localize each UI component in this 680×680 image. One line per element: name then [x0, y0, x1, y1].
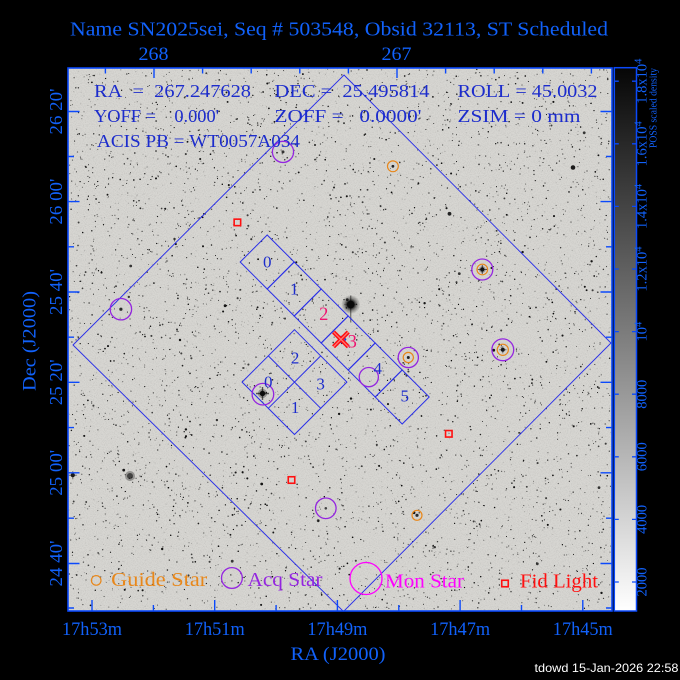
svg-text:3: 3 [348, 332, 357, 352]
svg-text:5: 5 [401, 387, 410, 406]
svg-text:YOFF = 0.000': YOFF = 0.000' [94, 106, 219, 126]
svg-text:4000: 4000 [635, 505, 651, 534]
svg-text:8000: 8000 [635, 380, 651, 409]
svg-text:17h49m: 17h49m [307, 619, 367, 640]
svg-text:2: 2 [291, 348, 300, 367]
svg-text:2000: 2000 [635, 568, 651, 597]
svg-text:17h47m: 17h47m [430, 619, 490, 640]
svg-text:1: 1 [291, 398, 300, 417]
svg-text:ACIS PB = WT0057A034: ACIS PB = WT0057A034 [97, 131, 300, 151]
svg-text:ROLL = 45.0032: ROLL = 45.0032 [458, 81, 598, 101]
svg-text:Name SN2025sei, Seq # 503548,: Name SN2025sei, Seq # 503548, Obsid 3211… [70, 20, 608, 41]
svg-text:17h45m: 17h45m [553, 619, 613, 640]
svg-text:25 20': 25 20' [46, 359, 66, 405]
svg-text:tdowd 15-Jan-2026 22:58: tdowd 15-Jan-2026 22:58 [535, 661, 679, 675]
svg-text:4: 4 [374, 359, 383, 378]
svg-text:POSS scaled density: POSS scaled density [648, 68, 660, 148]
svg-text:ZSIM = 0 mm: ZSIM = 0 mm [458, 106, 581, 126]
svg-text:0: 0 [263, 253, 272, 272]
svg-text:0: 0 [264, 373, 273, 392]
svg-text:267: 267 [382, 45, 412, 65]
svg-text:17h51m: 17h51m [185, 619, 245, 640]
svg-text:1.6x104: 1.6x104 [634, 120, 651, 166]
svg-text:3: 3 [316, 374, 325, 393]
svg-text:DEC = 25.495814: DEC = 25.495814 [275, 81, 430, 101]
svg-text:Fid Light: Fid Light [520, 571, 598, 593]
svg-text:26 00': 26 00' [46, 179, 66, 225]
svg-text:25 40': 25 40' [46, 269, 66, 315]
svg-text:17h53m: 17h53m [62, 619, 122, 640]
svg-text:RA (J2000): RA (J2000) [291, 645, 386, 665]
svg-text:ZOFF = 0.0000': ZOFF = 0.0000' [275, 106, 422, 126]
svg-text:25 00': 25 00' [46, 450, 66, 496]
svg-text:Mon Star: Mon Star [385, 571, 464, 593]
svg-text:Dec (J2000): Dec (J2000) [20, 291, 41, 391]
svg-text:268: 268 [139, 45, 169, 65]
svg-text:RA = 267.247628: RA = 267.247628 [94, 81, 251, 101]
svg-text:1: 1 [290, 280, 299, 299]
svg-text:26 20': 26 20' [46, 89, 66, 135]
svg-text:24 40': 24 40' [46, 541, 66, 587]
svg-text:1.8x104: 1.8x104 [634, 58, 651, 104]
svg-text:1.4x104: 1.4x104 [634, 183, 651, 229]
svg-text:2: 2 [319, 305, 328, 325]
svg-text:Guide Star: Guide Star [111, 569, 207, 591]
svg-text:Acq Star: Acq Star [248, 569, 323, 591]
svg-text:1.2x104: 1.2x104 [634, 246, 651, 292]
svg-text:6000: 6000 [635, 442, 651, 471]
